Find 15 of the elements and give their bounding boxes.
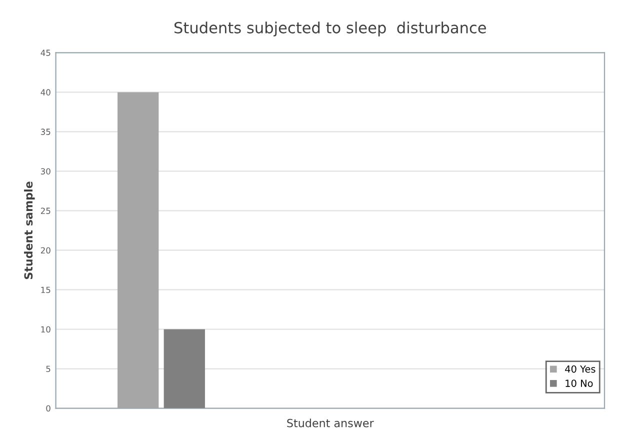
y-tick-label: 20 <box>40 247 50 254</box>
y-tick-label: 15 <box>41 286 50 294</box>
y-tick-label: 30 <box>40 168 50 174</box>
y-axis-title: Student sample <box>24 182 35 280</box>
chart-title: Students subjected to sleep disturbance <box>174 22 486 36</box>
y-tick-label: 10 <box>41 326 50 333</box>
y-tick-label: 40 <box>40 89 50 96</box>
legend-label: 10 No <box>566 380 593 387</box>
x-axis-title: Student answer <box>287 418 374 428</box>
y-tick-label: 0 <box>46 405 50 412</box>
y-tick-label: 5 <box>46 366 50 372</box>
y-tick-label: 45 <box>40 50 50 56</box>
y-tick-label: 35 <box>40 128 50 135</box>
y-tick-label: 25 <box>40 208 50 214</box>
legend-label: 40 Yes <box>565 365 596 373</box>
